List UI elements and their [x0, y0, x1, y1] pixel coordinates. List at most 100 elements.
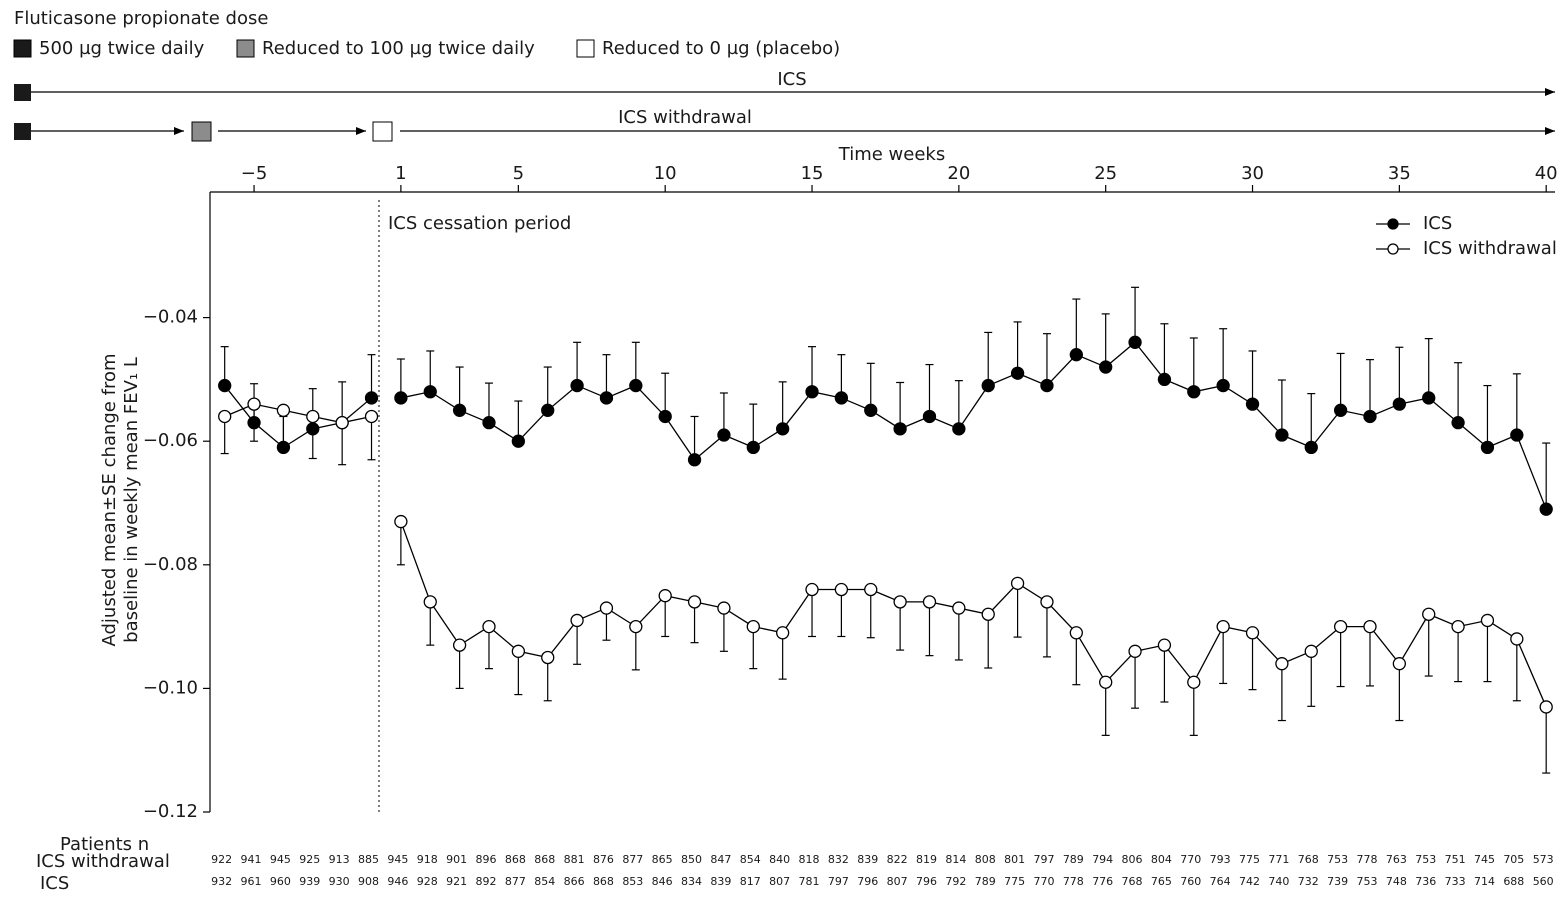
error-bar: [1365, 359, 1374, 417]
point: [1128, 644, 1142, 658]
patients-count: 763: [1386, 853, 1407, 866]
error-bar: [661, 595, 670, 638]
point: [452, 403, 467, 417]
patients-count: 854: [740, 853, 761, 866]
patients-count: 819: [916, 853, 937, 866]
patients-count: 896: [475, 853, 496, 866]
x-tick-label: 10: [654, 163, 677, 184]
y-axis-label-line: baseline in weekly mean FEV₁ L: [121, 357, 142, 643]
point: [276, 403, 291, 417]
error-bar: [1512, 638, 1521, 702]
patients-count: 840: [769, 853, 790, 866]
error-bar: [896, 601, 905, 651]
patients-count: 768: [1122, 875, 1143, 888]
error-bar: [661, 372, 670, 417]
point: [893, 595, 907, 609]
error-bar: [367, 354, 376, 398]
error-bar: [1248, 632, 1257, 691]
point: [629, 619, 643, 634]
patients-count: 839: [710, 875, 731, 888]
error-bar: [514, 651, 523, 696]
error-bar: [367, 416, 376, 461]
patients-count: 834: [681, 875, 702, 888]
error-bar: [1277, 663, 1286, 722]
point: [1040, 595, 1054, 609]
patients-count: 776: [1092, 875, 1113, 888]
point: [570, 378, 584, 393]
error-bar: [338, 381, 347, 423]
error-bar: [1189, 682, 1198, 736]
point: [511, 434, 526, 448]
point: [599, 601, 614, 615]
point: [1510, 632, 1524, 646]
patients-row-label: ICS withdrawal: [36, 851, 170, 872]
point: [1539, 700, 1553, 714]
point: [1333, 403, 1348, 417]
point: [776, 422, 790, 436]
error-bar: [837, 354, 846, 398]
patients-count: 877: [622, 853, 643, 866]
error-bar: [1101, 682, 1110, 736]
dose-legend-box: [13, 39, 32, 58]
point: [452, 638, 467, 652]
y-tick-label: −0.10: [143, 677, 198, 698]
point: [364, 391, 379, 405]
patients-count: 930: [329, 875, 350, 888]
point: [805, 385, 819, 399]
patients-count: 817: [740, 875, 761, 888]
error-bar: [837, 589, 846, 638]
error-bar: [573, 620, 582, 665]
dose-box: [372, 121, 393, 142]
x-tick-label: 5: [513, 163, 524, 184]
patients-count: 573: [1533, 853, 1554, 866]
point: [306, 409, 320, 424]
annotation: ICS cessation period: [388, 213, 571, 234]
x-tick-label: 40: [1535, 163, 1558, 184]
error-bar: [925, 363, 934, 417]
point: [394, 514, 408, 529]
error-bar: [749, 403, 758, 448]
patients-count: 739: [1327, 875, 1348, 888]
point: [1069, 348, 1083, 362]
x-tick-label: 15: [801, 163, 824, 184]
error-bar: [954, 380, 963, 429]
point: [482, 416, 496, 430]
error-bar: [1013, 583, 1022, 638]
error-bar: [455, 366, 464, 411]
dose-box: [14, 123, 31, 140]
point: [1480, 613, 1495, 628]
point: [482, 619, 496, 634]
patients-count: 885: [358, 853, 379, 866]
patients-count: 789: [975, 875, 996, 888]
point: [1275, 428, 1289, 442]
dose-legend-label: Reduced to 100 µg twice daily: [262, 38, 535, 59]
patients-count: 806: [1122, 853, 1143, 866]
patients-count: 797: [1033, 853, 1054, 866]
error-bar: [602, 354, 611, 398]
point: [1128, 335, 1142, 349]
patients-count: 868: [534, 853, 555, 866]
point: [1010, 576, 1025, 590]
patients-count: 892: [475, 875, 496, 888]
patients-count: 807: [769, 875, 790, 888]
patients-count: 921: [446, 875, 467, 888]
point: [1422, 607, 1436, 621]
error-bar: [749, 626, 758, 670]
point: [864, 403, 878, 417]
y-tick-label: −0.08: [143, 554, 198, 575]
point: [629, 378, 643, 393]
point: [687, 595, 702, 609]
patients-count: 865: [652, 853, 673, 866]
error-bar: [778, 632, 787, 680]
point: [1451, 619, 1465, 634]
patients-count: 847: [710, 853, 731, 866]
point: [1069, 626, 1083, 640]
patients-count: 797: [828, 875, 849, 888]
patients-title: Patients n: [60, 834, 149, 855]
patients-count: 945: [387, 853, 408, 866]
error-bar: [866, 362, 875, 411]
error-bar: [1307, 393, 1316, 448]
error-bar: [1365, 626, 1374, 687]
patients-row-label: ICS: [40, 873, 69, 894]
patients-count: 868: [593, 875, 614, 888]
